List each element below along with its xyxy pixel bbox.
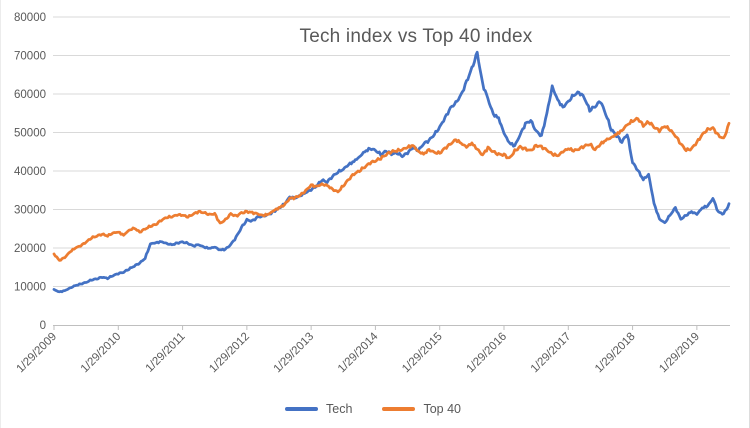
tech-line-swatch — [285, 407, 319, 411]
legend-item-tech: Tech — [285, 402, 352, 416]
x-axis-tick-label: 1/29/2014 — [336, 330, 381, 375]
x-axis-tick-label: 1/29/2012 — [207, 331, 252, 376]
legend: Tech Top 40 — [1, 399, 745, 419]
y-axis-tick-label: 80000 — [14, 12, 46, 24]
x-axis-tick-label: 1/29/2015 — [400, 331, 445, 376]
y-axis-tick-label: 30000 — [14, 205, 46, 217]
x-axis-tick-label: 1/29/2013 — [272, 331, 317, 376]
legend-label-top40: Top 40 — [423, 402, 461, 416]
x-axis-tick-label: 1/29/2010 — [79, 331, 124, 376]
x-axis-tick-label: 1/29/2019 — [657, 331, 702, 376]
x-axis-tick-label: 1/29/2017 — [529, 331, 574, 376]
y-axis-tick-label: 10000 — [14, 282, 46, 294]
y-axis-tick-label: 0 — [40, 320, 46, 332]
chart-title: Tech index vs Top 40 index — [299, 26, 533, 47]
top40-line-swatch — [382, 407, 416, 411]
x-axis-tick-label: 1/29/2011 — [144, 331, 188, 375]
y-axis-tick-label: 70000 — [14, 51, 46, 63]
tech-series-line — [52, 50, 731, 294]
y-axis-tick-label: 40000 — [14, 166, 46, 178]
x-axis-tick-label: 1/29/2016 — [464, 331, 509, 376]
y-axis-tick-label: 60000 — [14, 89, 46, 101]
x-axis-tick-label: 1/29/2009 — [14, 331, 59, 376]
x-axis-tick-label: 1/29/2018 — [593, 331, 638, 376]
legend-item-top40: Top 40 — [382, 402, 461, 416]
legend-label-tech: Tech — [326, 402, 353, 416]
top40-series-line — [52, 116, 731, 262]
y-axis-tick-label: 20000 — [14, 243, 46, 255]
y-axis-tick-label: 50000 — [14, 128, 46, 140]
